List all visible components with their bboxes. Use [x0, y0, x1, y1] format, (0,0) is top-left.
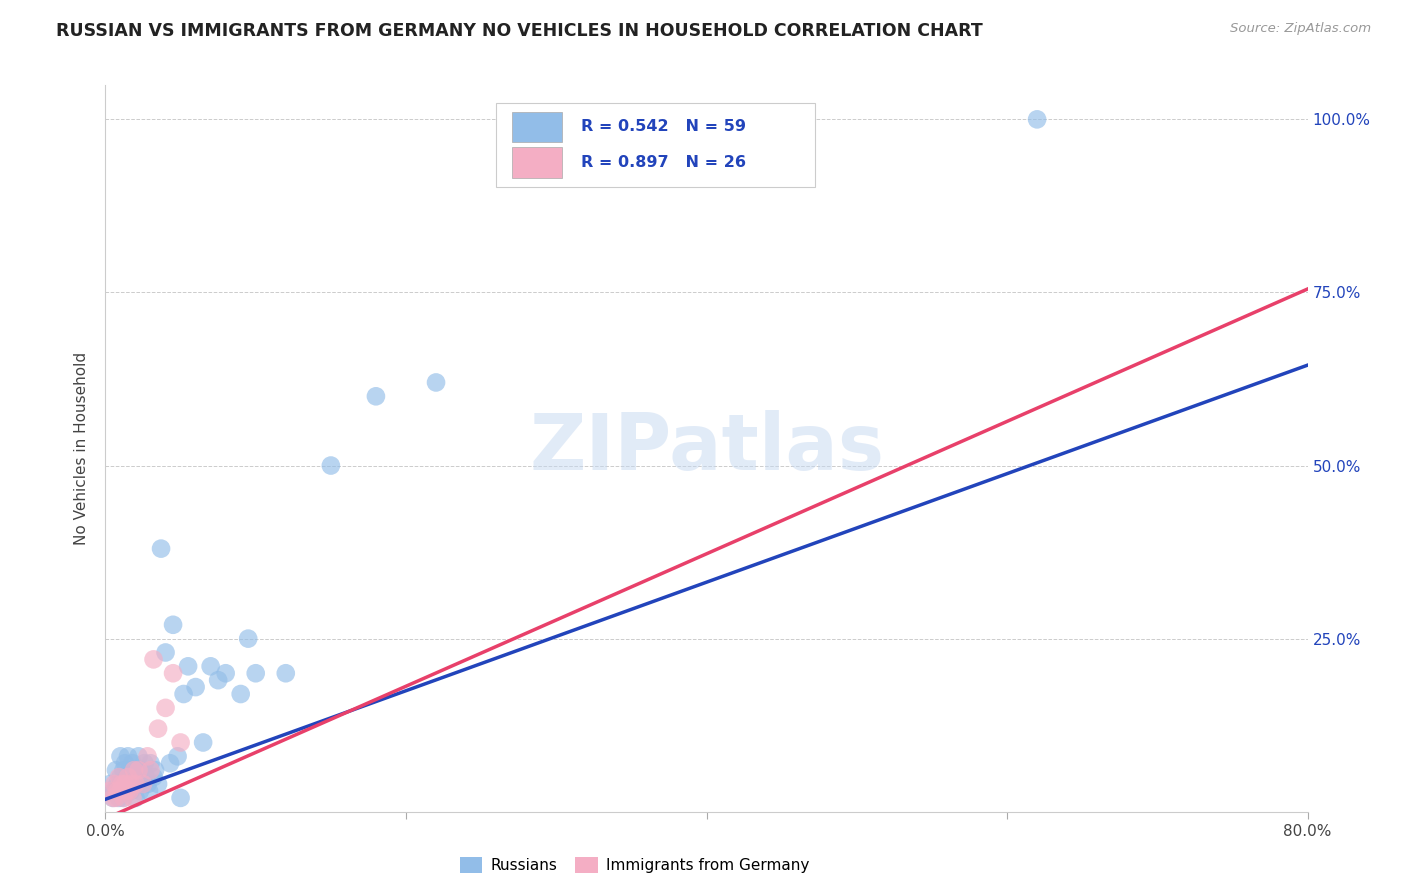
- Point: [112, 763, 135, 777]
- Point: [110, 770, 132, 784]
- Point: [115, 784, 138, 798]
- Point: [115, 784, 138, 798]
- Point: [101, 790, 124, 805]
- FancyBboxPatch shape: [496, 103, 814, 186]
- Point: [120, 777, 142, 791]
- Point: [131, 763, 153, 777]
- Point: [122, 777, 145, 791]
- Point: [319, 458, 342, 473]
- Point: [104, 790, 127, 805]
- Point: [184, 680, 207, 694]
- Point: [122, 763, 145, 777]
- Point: [274, 666, 297, 681]
- Point: [155, 701, 177, 715]
- Text: RUSSIAN VS IMMIGRANTS FROM GERMANY NO VEHICLES IN HOUSEHOLD CORRELATION CHART: RUSSIAN VS IMMIGRANTS FROM GERMANY NO VE…: [56, 22, 983, 40]
- Point: [103, 784, 125, 798]
- Point: [136, 777, 159, 791]
- Point: [177, 659, 200, 673]
- Text: ZIPatlas: ZIPatlas: [529, 410, 884, 486]
- FancyBboxPatch shape: [512, 147, 562, 178]
- Point: [121, 756, 143, 771]
- Point: [139, 763, 162, 777]
- Point: [110, 784, 132, 798]
- Point: [191, 735, 214, 749]
- Point: [207, 673, 229, 688]
- Point: [134, 756, 156, 771]
- FancyBboxPatch shape: [512, 112, 562, 142]
- Point: [118, 777, 141, 791]
- Point: [101, 790, 124, 805]
- Point: [128, 749, 150, 764]
- Point: [118, 763, 141, 777]
- Point: [143, 763, 166, 777]
- Point: [120, 784, 142, 798]
- Point: [111, 784, 134, 798]
- Point: [124, 763, 146, 777]
- Point: [118, 784, 141, 798]
- Point: [139, 756, 162, 771]
- Point: [155, 645, 177, 659]
- Point: [136, 749, 159, 764]
- Point: [364, 389, 387, 403]
- Point: [142, 770, 165, 784]
- Point: [146, 777, 169, 791]
- Point: [129, 784, 152, 798]
- Point: [214, 666, 236, 681]
- Point: [117, 770, 139, 784]
- Point: [112, 790, 135, 805]
- Y-axis label: No Vehicles in Household: No Vehicles in Household: [75, 351, 90, 545]
- Point: [425, 376, 447, 390]
- Point: [150, 541, 173, 556]
- Point: [121, 790, 143, 805]
- Point: [132, 777, 155, 791]
- Point: [162, 617, 184, 632]
- Point: [173, 687, 195, 701]
- Point: [117, 749, 139, 764]
- Point: [114, 756, 136, 771]
- Legend: Russians, Immigrants from Germany: Russians, Immigrants from Germany: [460, 857, 810, 873]
- Point: [110, 749, 132, 764]
- Point: [124, 790, 146, 805]
- Point: [229, 687, 252, 701]
- Point: [108, 790, 131, 805]
- Point: [200, 659, 222, 673]
- Point: [128, 763, 150, 777]
- Point: [107, 777, 129, 791]
- Point: [125, 770, 148, 784]
- Text: R = 0.542   N = 59: R = 0.542 N = 59: [582, 120, 747, 135]
- Point: [103, 777, 125, 791]
- Point: [169, 790, 191, 805]
- Point: [107, 784, 129, 798]
- Point: [98, 777, 121, 791]
- Text: R = 0.897   N = 26: R = 0.897 N = 26: [582, 155, 747, 170]
- Point: [108, 770, 131, 784]
- Point: [138, 784, 160, 798]
- Point: [117, 770, 139, 784]
- Point: [98, 784, 121, 798]
- Point: [169, 735, 191, 749]
- Point: [112, 790, 135, 805]
- Point: [128, 777, 150, 791]
- Point: [1026, 112, 1049, 127]
- Point: [146, 722, 169, 736]
- Point: [238, 632, 260, 646]
- Point: [104, 763, 127, 777]
- Point: [135, 770, 157, 784]
- Point: [121, 770, 143, 784]
- Point: [124, 777, 146, 791]
- Point: [114, 777, 136, 791]
- Point: [114, 777, 136, 791]
- Point: [245, 666, 267, 681]
- Text: Source: ZipAtlas.com: Source: ZipAtlas.com: [1230, 22, 1371, 36]
- Point: [166, 749, 188, 764]
- Point: [159, 756, 181, 771]
- Point: [132, 777, 155, 791]
- Point: [162, 666, 184, 681]
- Point: [111, 777, 134, 791]
- Point: [142, 652, 165, 666]
